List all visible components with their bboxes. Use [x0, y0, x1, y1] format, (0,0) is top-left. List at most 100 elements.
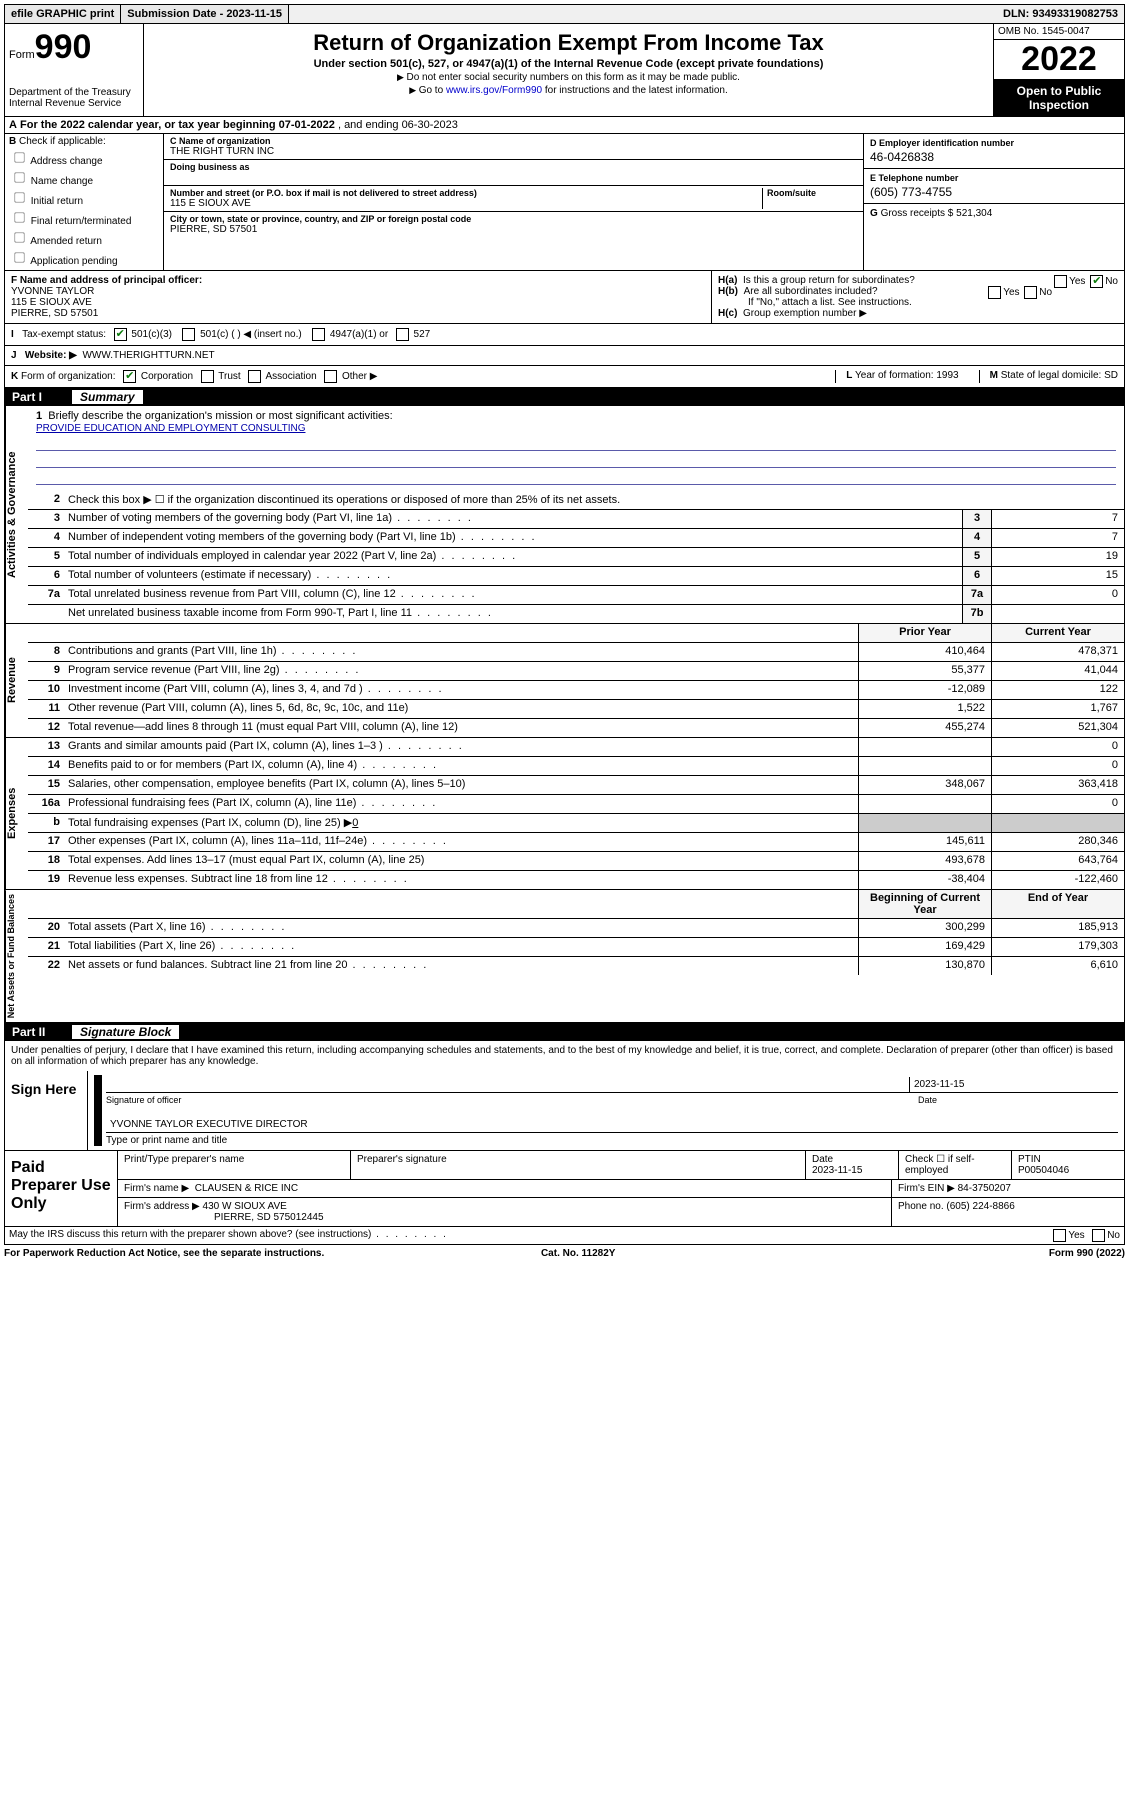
- part1-header: Part I Summary: [4, 388, 1125, 406]
- submission-date-label: Submission Date - 2023-11-15: [121, 5, 289, 23]
- gross-receipts: Gross receipts $ 521,304: [881, 208, 993, 219]
- c9: 41,044: [991, 662, 1124, 680]
- irs-label: Internal Revenue Service: [9, 98, 139, 109]
- c17: 280,346: [991, 833, 1124, 851]
- v16b: 0: [352, 817, 358, 829]
- val-5: 19: [991, 548, 1124, 566]
- c8: 478,371: [991, 643, 1124, 661]
- year-formation: Year of formation: 1993: [855, 370, 959, 381]
- c18: 643,764: [991, 852, 1124, 870]
- p13: [858, 738, 991, 756]
- p18: 493,678: [858, 852, 991, 870]
- ha-yes[interactable]: [1054, 275, 1067, 288]
- subtitle-3: Go to www.irs.gov/Form990 for instructio…: [152, 85, 985, 96]
- p16a: [858, 795, 991, 813]
- phone-value: (605) 773-4755: [870, 185, 1118, 199]
- cb-name-change[interactable]: Name change: [9, 168, 159, 187]
- c22: 6,610: [991, 957, 1124, 975]
- dept-label: Department of the Treasury: [9, 87, 139, 98]
- org-city: PIERRE, SD 57501: [170, 224, 857, 235]
- omb-number: OMB No. 1545-0047: [994, 24, 1124, 40]
- org-name: THE RIGHT TURN INC: [170, 146, 857, 157]
- tax-status-row: I Tax-exempt status: 501(c)(3) 501(c) ( …: [4, 324, 1125, 346]
- expenses-section: Expenses 13Grants and similar amounts pa…: [4, 738, 1125, 890]
- cb-other[interactable]: [324, 370, 337, 383]
- signature-block: Under penalties of perjury, I declare th…: [4, 1041, 1125, 1151]
- p10: -12,089: [858, 681, 991, 699]
- val-4: 7: [991, 529, 1124, 547]
- c12: 521,304: [991, 719, 1124, 737]
- val-6: 15: [991, 567, 1124, 585]
- cb-501c3[interactable]: [114, 328, 127, 341]
- form-title: Return of Organization Exempt From Incom…: [152, 30, 985, 56]
- p14: [858, 757, 991, 775]
- ha-no[interactable]: [1090, 275, 1103, 288]
- top-toolbar: efile GRAPHIC print Submission Date - 20…: [4, 4, 1125, 24]
- cat-no: Cat. No. 11282Y: [541, 1248, 615, 1259]
- form-of-org-row: K Form of organization: Corporation Trus…: [4, 366, 1125, 388]
- open-public-badge: Open to Public Inspection: [994, 80, 1124, 116]
- prep-date: 2023-11-15: [812, 1165, 862, 1176]
- discuss-row: May the IRS discuss this return with the…: [4, 1227, 1125, 1245]
- cb-address-change[interactable]: Address change: [9, 148, 159, 167]
- form-header: Form990 Department of the Treasury Inter…: [4, 24, 1125, 117]
- net-assets-section: Net Assets or Fund Balances Beginning of…: [4, 890, 1125, 1023]
- c10: 122: [991, 681, 1124, 699]
- p20: 300,299: [858, 919, 991, 937]
- period-row: A For the 2022 calendar year, or tax yea…: [4, 117, 1125, 134]
- firm-addr1: 430 W SIOUX AVE: [203, 1201, 287, 1212]
- cb-corp[interactable]: [123, 370, 136, 383]
- cb-initial-return[interactable]: Initial return: [9, 188, 159, 207]
- officer-name: YVONNE TAYLOR: [11, 286, 94, 297]
- officer-printed: YVONNE TAYLOR EXECUTIVE DIRECTOR: [106, 1117, 312, 1132]
- discuss-no[interactable]: [1092, 1229, 1105, 1242]
- part2-header: Part II Signature Block: [4, 1023, 1125, 1041]
- subtitle-2: Do not enter social security numbers on …: [152, 72, 985, 83]
- val-3: 7: [991, 510, 1124, 528]
- p9: 55,377: [858, 662, 991, 680]
- governance-section: Activities & Governance 1 Briefly descri…: [4, 406, 1125, 624]
- officer-group-section: F Name and address of principal officer:…: [4, 271, 1125, 324]
- p11: 1,522: [858, 700, 991, 718]
- discuss-yes[interactable]: [1053, 1229, 1066, 1242]
- cb-4947[interactable]: [312, 328, 325, 341]
- cb-application-pending[interactable]: Application pending: [9, 248, 159, 267]
- c20: 185,913: [991, 919, 1124, 937]
- cb-501c[interactable]: [182, 328, 195, 341]
- cb-527[interactable]: [396, 328, 409, 341]
- website-value: WWW.THERIGHTTURN.NET: [82, 350, 214, 361]
- p12: 455,274: [858, 719, 991, 737]
- ptin: P00504046: [1018, 1165, 1069, 1176]
- cb-amended-return[interactable]: Amended return: [9, 228, 159, 247]
- ein-value: 46-0426838: [870, 150, 1118, 164]
- mission-text: PROVIDE EDUCATION AND EMPLOYMENT CONSULT…: [36, 423, 305, 434]
- p17: 145,611: [858, 833, 991, 851]
- hb-no[interactable]: [1024, 286, 1037, 299]
- revenue-section: Revenue Prior YearCurrent Year 8Contribu…: [4, 624, 1125, 738]
- dln-label: DLN: 93493319082753: [997, 5, 1124, 23]
- p19: -38,404: [858, 871, 991, 889]
- cb-final-return[interactable]: Final return/terminated: [9, 208, 159, 227]
- state-domicile: State of legal domicile: SD: [1001, 370, 1118, 381]
- hb-yes[interactable]: [988, 286, 1001, 299]
- firm-ein: 84-3750207: [958, 1183, 1011, 1194]
- c19: -122,460: [991, 871, 1124, 889]
- c14: 0: [991, 757, 1124, 775]
- p15: 348,067: [858, 776, 991, 794]
- p8: 410,464: [858, 643, 991, 661]
- entity-info-section: B Check if applicable: Address change Na…: [4, 134, 1125, 271]
- firm-addr2: PIERRE, SD 575012445: [214, 1212, 324, 1223]
- tax-year: 2022: [994, 40, 1124, 80]
- firm-name: CLAUSEN & RICE INC: [195, 1183, 298, 1194]
- cb-assoc[interactable]: [248, 370, 261, 383]
- footer-paperwork: For Paperwork Reduction Act Notice, see …: [4, 1245, 1125, 1262]
- efile-print-button[interactable]: efile GRAPHIC print: [5, 5, 121, 23]
- preparer-block: Paid Preparer Use Only Print/Type prepar…: [4, 1151, 1125, 1227]
- p22: 130,870: [858, 957, 991, 975]
- form-number: Form990: [9, 28, 139, 67]
- c13: 0: [991, 738, 1124, 756]
- irs-link[interactable]: www.irs.gov/Form990: [446, 85, 542, 96]
- cb-trust[interactable]: [201, 370, 214, 383]
- c15: 363,418: [991, 776, 1124, 794]
- subtitle-1: Under section 501(c), 527, or 4947(a)(1)…: [152, 58, 985, 70]
